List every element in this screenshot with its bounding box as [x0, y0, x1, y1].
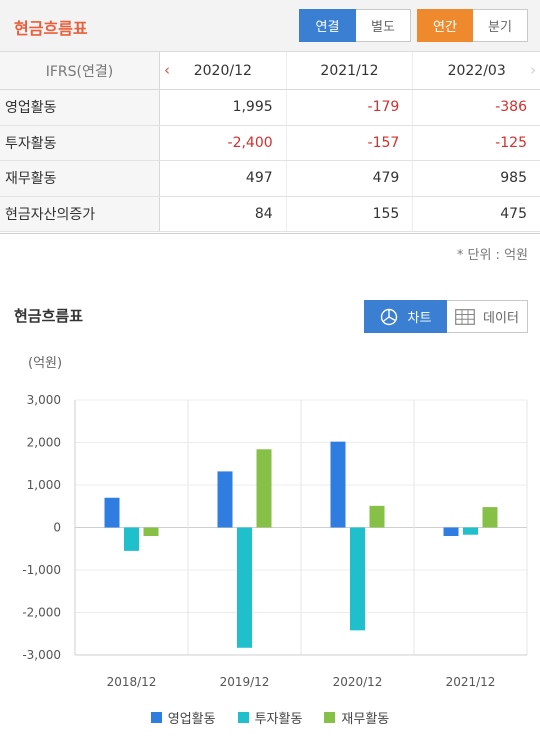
row-label: 현금자산의증가 [0, 196, 160, 231]
table-divider [0, 233, 540, 234]
cashflow-chart: (억원) 3,000 2,000 1,000 0 -1,000 -2,000 -3,000 20… [0, 340, 540, 743]
y-tick-label: -1,000 [22, 563, 61, 577]
y-tick-label: -3,000 [22, 648, 61, 662]
period-annual-button[interactable]: 연간 [417, 9, 473, 42]
bar [217, 471, 233, 528]
legend-label: 투자활동 [254, 712, 303, 727]
bar [443, 527, 459, 536]
period-quarter-button[interactable]: 분기 [473, 9, 528, 42]
table-row: 투자활동 -2,400 -157 -125 [0, 125, 540, 161]
legend-item: 재무활동 [324, 708, 389, 727]
bar [482, 507, 498, 528]
table-cell: -157 [287, 125, 414, 160]
cashflow-bar-chart: (억원) 3,000 2,000 1,000 0 -1,000 -2,000 -3,000 20… [22, 356, 528, 689]
table-cell: -386 [495, 99, 527, 116]
legend-item: 투자활동 [237, 708, 303, 727]
column-header: ‹ 2020/12 [160, 52, 287, 89]
column-header-label: 2020/12 [193, 62, 252, 79]
y-tick-label: 2,000 [27, 436, 61, 450]
page-title: 현금흐름표 [14, 19, 88, 38]
scope-toggle: 연결 별도 [299, 9, 411, 42]
data-view-label: 데이터 [483, 311, 519, 326]
table-corner-label: IFRS(연결) [0, 52, 160, 89]
table-cell: 155 [287, 196, 414, 231]
column-header-label: 2022/03 [447, 62, 506, 79]
bar [143, 527, 159, 536]
column-header: 2022/03 › [413, 52, 540, 89]
table-cell: -125 [495, 134, 527, 151]
bar [330, 441, 346, 528]
chart-section-title: 현금흐름표 [14, 307, 84, 325]
scope-separate-button[interactable]: 별도 [356, 9, 411, 42]
table-grid-icon [455, 308, 475, 325]
bar [124, 527, 139, 551]
table-cell: 1,995 [160, 90, 287, 125]
legend-item: 영업활동 [150, 708, 216, 727]
pie-chart-icon [380, 308, 397, 325]
table-row: 재무활동 497 479 985 [0, 161, 540, 197]
y-tick-label: 0 [53, 521, 61, 535]
legend-swatch [237, 712, 249, 723]
table-header-row: IFRS(연결) ‹ 2020/12 2021/12 2022/03 › [0, 52, 540, 90]
row-label: 재무활동 [0, 161, 160, 196]
column-header-label: 2021/12 [320, 62, 379, 79]
x-tick-label: 2018/12 [107, 675, 157, 689]
chart-view-label: 차트 [407, 311, 432, 326]
table-cell: -179 [287, 90, 414, 125]
row-label: 투자활동 [0, 125, 160, 160]
unit-note: * 단위 : 억원 [456, 248, 528, 263]
table-cell: 475 [500, 205, 527, 222]
row-label: 영업활동 [0, 90, 160, 125]
chart-legend: 영업활동 투자활동 재무활동 [0, 708, 540, 727]
header-bar: 현금흐름표 연결 별도 연간 분기 [0, 0, 540, 52]
x-tick-label: 2019/12 [220, 675, 270, 689]
table-cell: 479 [287, 161, 414, 196]
legend-swatch [324, 712, 336, 723]
chevron-left-icon[interactable]: ‹ [163, 61, 170, 79]
data-view-button[interactable]: 데이터 [447, 300, 528, 333]
bar [369, 505, 385, 528]
bar [350, 527, 365, 631]
table-cell: 84 [160, 196, 287, 231]
y-tick-label: -2,000 [22, 606, 61, 620]
y-unit-label: (억원) [28, 356, 62, 371]
table-cell: 497 [160, 161, 287, 196]
x-tick-label: 2021/12 [446, 675, 496, 689]
x-tick-label: 2020/12 [333, 675, 383, 689]
chart-view-button[interactable]: 차트 [364, 300, 447, 333]
column-header: 2021/12 [287, 52, 414, 89]
cashflow-table: IFRS(연결) ‹ 2020/12 2021/12 2022/03 › 영업활… [0, 52, 540, 232]
legend-label: 영업활동 [167, 712, 216, 727]
bar [237, 527, 252, 648]
table-row: 현금자산의증가 84 155 475 [0, 196, 540, 232]
view-toggle: 차트 데이터 [364, 300, 528, 333]
y-tick-label: 3,000 [27, 393, 61, 407]
bar [256, 449, 272, 528]
bar [104, 497, 120, 528]
chevron-right-icon[interactable]: › [530, 61, 536, 79]
table-row: 영업활동 1,995 -179 -386 [0, 90, 540, 126]
period-toggle: 연간 분기 [417, 9, 528, 42]
table-cell: 985 [500, 170, 527, 187]
bar [463, 527, 478, 535]
table-cell: -2,400 [160, 125, 287, 160]
scope-consolidated-button[interactable]: 연결 [299, 9, 356, 42]
legend-swatch [150, 712, 162, 723]
y-tick-label: 1,000 [27, 478, 61, 492]
legend-label: 재무활동 [341, 712, 390, 727]
